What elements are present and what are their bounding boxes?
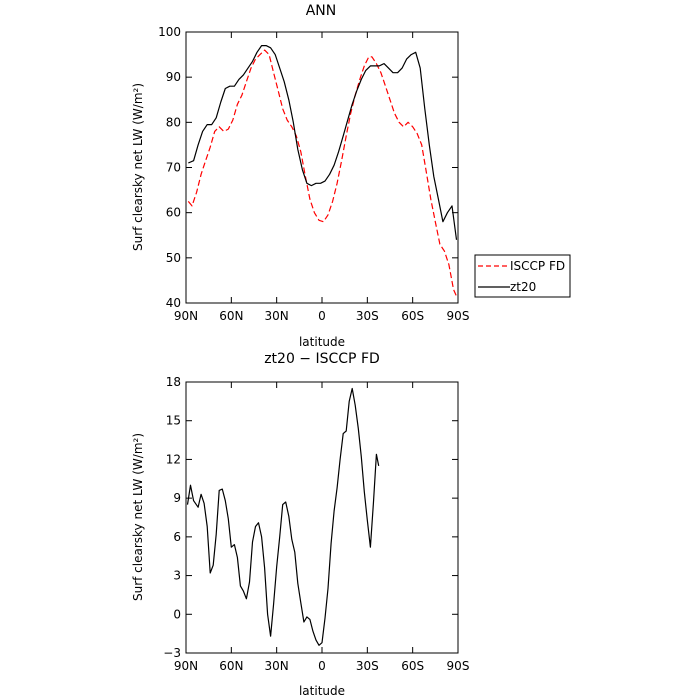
bottom-chart-title: zt20 − ISCCP FD — [264, 351, 380, 367]
top-y-axis: 40 50 60 70 80 90 100 — [158, 25, 458, 310]
top-x-tick-label: 0 — [318, 309, 326, 323]
bottom-y-tick-label: 9 — [173, 491, 181, 505]
bottom-x-tick-label: 90N — [174, 659, 198, 673]
bottom-x-tick-label: 30N — [265, 659, 289, 673]
bottom-x-tick-label: 0 — [318, 659, 326, 673]
bottom-series-line-1 — [186, 387, 380, 646]
bottom-y-tick-label: 12 — [166, 452, 181, 466]
bottom-x-tick-label: 30S — [356, 659, 379, 673]
bottom-x-axis: 90N 60N 30N 0 30S 60S 90S — [174, 382, 470, 673]
bottom-y-tick-label: 6 — [173, 530, 181, 544]
top-series-line-2 — [188, 44, 458, 240]
top-x-tick-label: 90N — [174, 309, 198, 323]
top-x-axis-label: latitude — [299, 335, 345, 349]
legend-label-zt20: zt20 — [510, 280, 536, 294]
top-y-tick-label: 40 — [166, 296, 181, 310]
top-y-tick-label: 60 — [166, 206, 181, 220]
top-y-tick-label: 70 — [166, 161, 181, 175]
bottom-x-axis-label: latitude — [299, 684, 345, 698]
legend-label-isccp: ISCCP FD — [510, 259, 565, 273]
top-y-tick-label: 90 — [166, 70, 181, 84]
bottom-series-group — [186, 387, 380, 646]
bottom-plot-frame — [185, 381, 459, 654]
top-y-tick-label: 100 — [158, 25, 181, 39]
bottom-y-tick-label: 0 — [173, 607, 181, 621]
bottom-y-tick-label: 3 — [173, 569, 181, 583]
bottom-x-tick-label: 90S — [447, 659, 470, 673]
top-x-tick-label: 30N — [265, 309, 289, 323]
bottom-y-tick-label: 18 — [166, 375, 181, 389]
top-y-tick-label: 50 — [166, 251, 181, 265]
top-x-tick-label: 30S — [356, 309, 379, 323]
bottom-y-axis-label: Surf clearsky net LW (W/m²) — [131, 433, 145, 601]
top-chart-title: ANN — [306, 3, 337, 19]
bottom-y-tick-label: 15 — [166, 414, 181, 428]
bottom-y-tick-label: −3 — [163, 646, 181, 660]
top-y-tick-label: 80 — [166, 115, 181, 129]
top-series-line-1 — [187, 49, 458, 297]
top-plot-frame — [185, 31, 459, 304]
bottom-x-tick-label: 60S — [401, 659, 424, 673]
top-x-tick-label: 60N — [219, 309, 243, 323]
bottom-panel: zt20 − ISCCP FD −3 0 3 6 9 12 15 18 90N 60N 30N 0 3… — [131, 351, 469, 698]
top-x-tick-label: 60S — [401, 309, 424, 323]
top-y-axis-label: Surf clearsky net LW (W/m²) — [131, 83, 145, 251]
bottom-x-tick-label: 60N — [219, 659, 243, 673]
legend-box — [474, 254, 571, 298]
legend: ISCCP FD zt20 — [474, 254, 571, 298]
top-x-tick-label: 90S — [447, 309, 470, 323]
bottom-y-axis: −3 0 3 6 9 12 15 18 — [163, 375, 458, 660]
top-series-group — [187, 44, 458, 297]
top-x-axis: 90N 60N 30N 0 30S 60S 90S — [174, 32, 470, 323]
